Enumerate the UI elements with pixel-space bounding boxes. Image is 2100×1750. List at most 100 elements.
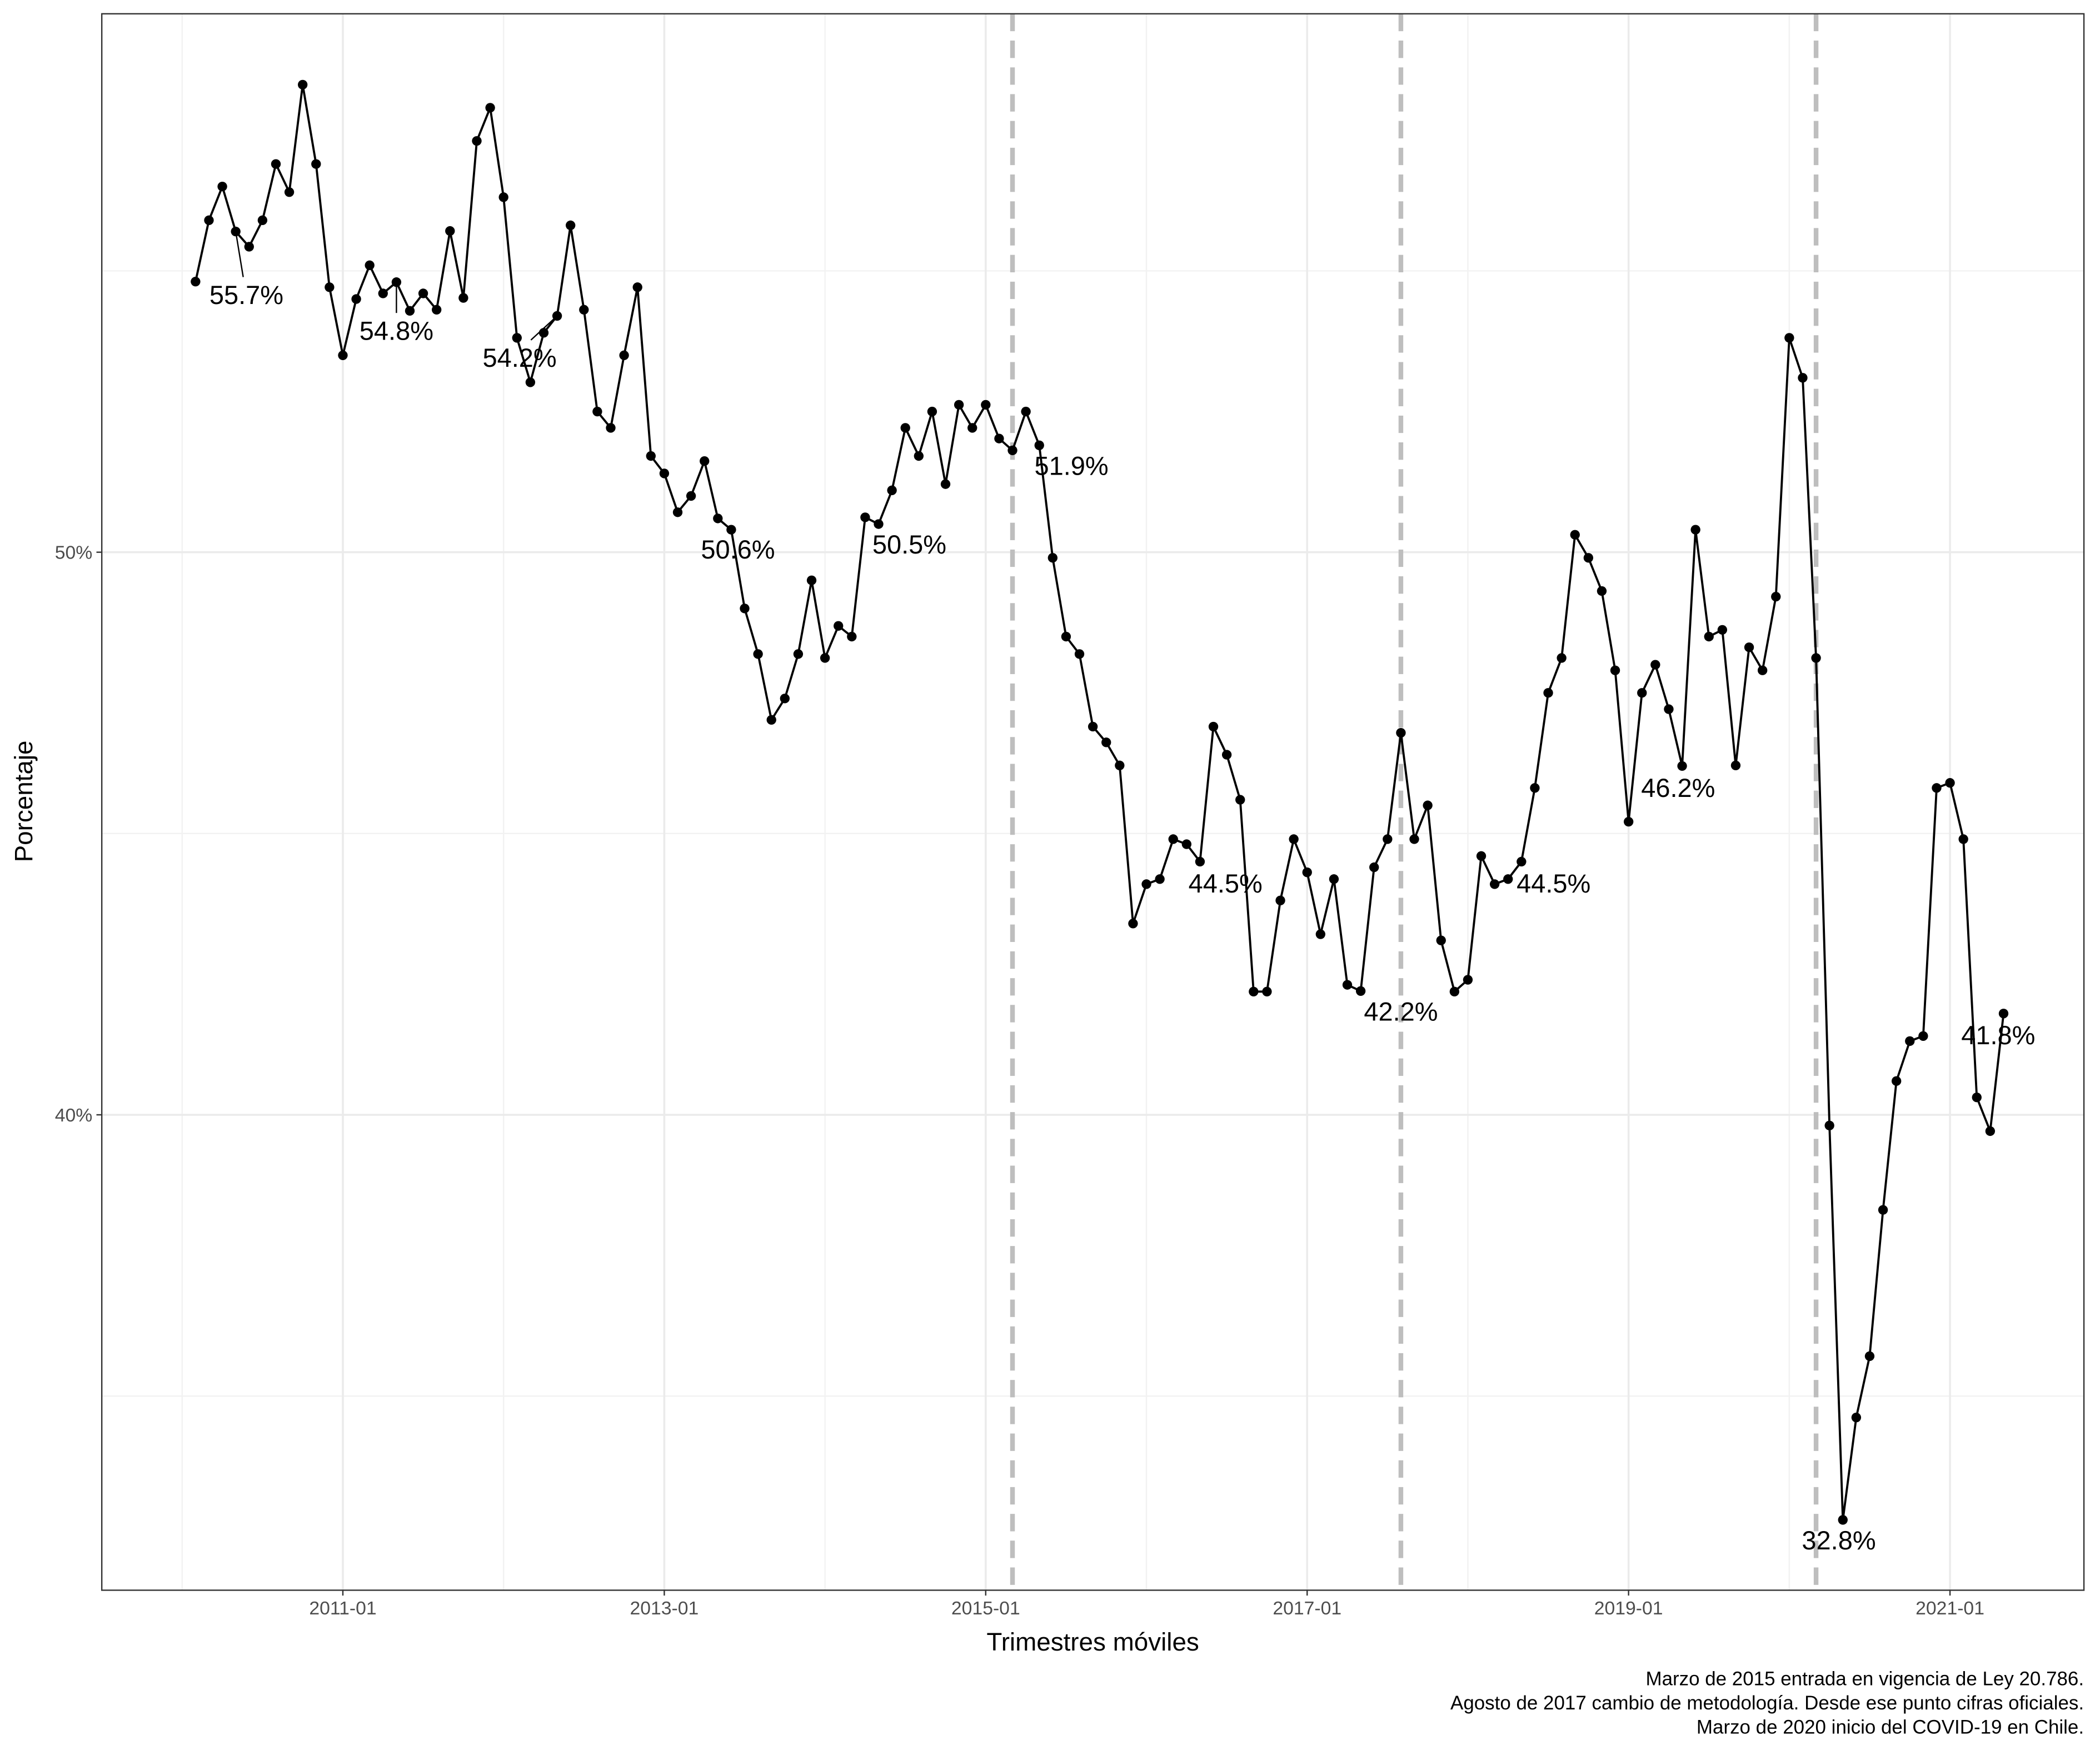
point: [1235, 795, 1245, 805]
point: [1998, 1009, 2009, 1019]
point: [1905, 1036, 1915, 1046]
point: [538, 328, 549, 338]
point: [338, 350, 348, 361]
point: [1355, 986, 1366, 996]
point: [1583, 553, 1594, 563]
point: [432, 305, 442, 315]
point: [914, 451, 924, 461]
point: [1449, 986, 1460, 996]
point: [860, 512, 870, 522]
point: [700, 456, 710, 466]
point: [1168, 834, 1178, 844]
point: [1476, 851, 1487, 861]
point: [1315, 929, 1326, 939]
point: [579, 305, 589, 315]
point: [191, 277, 201, 287]
x-tick-label: 2011-01: [309, 1598, 376, 1619]
data-label: 55.7%: [209, 280, 283, 310]
point: [485, 103, 495, 113]
point: [780, 694, 790, 704]
point: [1798, 373, 1808, 383]
data-label: 46.2%: [1641, 773, 1715, 802]
point: [365, 260, 375, 271]
caption: Agosto de 2017 cambio de metodología. De…: [1450, 1692, 2084, 1714]
point: [1824, 1120, 1834, 1130]
point: [1074, 649, 1085, 659]
caption: Marzo de 2020 inicio del COVID-19 en Chi…: [1697, 1716, 2084, 1738]
point: [1369, 862, 1379, 872]
point: [967, 423, 977, 433]
point: [1972, 1092, 1982, 1103]
point: [311, 159, 321, 169]
point: [1101, 737, 1111, 747]
point: [325, 282, 335, 292]
point: [726, 525, 736, 535]
point: [566, 220, 576, 231]
point: [458, 293, 468, 303]
point: [793, 649, 804, 659]
x-tick-label: 2019-01: [1594, 1598, 1663, 1619]
point: [1597, 586, 1607, 596]
point: [1530, 783, 1540, 793]
point: [1623, 816, 1634, 827]
point: [391, 277, 402, 287]
point: [954, 400, 964, 410]
point: [1329, 874, 1339, 884]
data-label: 42.2%: [1364, 996, 1438, 1026]
point: [686, 491, 696, 501]
point: [1918, 1031, 1928, 1041]
leader-line: [235, 231, 244, 277]
point: [1047, 553, 1058, 563]
x-tick-label: 2013-01: [630, 1598, 699, 1619]
point: [298, 79, 308, 90]
point: [766, 715, 776, 725]
point: [1141, 879, 1151, 889]
point: [1730, 760, 1741, 771]
x-tick-label: 2017-01: [1273, 1598, 1341, 1619]
point: [1302, 867, 1312, 878]
point: [1249, 986, 1259, 996]
point: [1811, 653, 1821, 663]
point: [1932, 783, 1942, 793]
point: [592, 406, 602, 417]
point: [1570, 530, 1580, 540]
point: [1784, 333, 1794, 343]
point: [713, 513, 723, 523]
point: [847, 631, 857, 642]
point: [646, 451, 656, 461]
point: [820, 653, 830, 663]
point: [525, 377, 536, 387]
y-tick-label: 40%: [55, 1105, 93, 1126]
point: [900, 423, 910, 433]
line: [194, 84, 2005, 1520]
point: [806, 575, 817, 585]
point: [1436, 935, 1446, 945]
point: [257, 215, 268, 226]
point: [1289, 834, 1299, 844]
point: [927, 406, 937, 417]
point: [1664, 704, 1674, 714]
point: [1650, 660, 1660, 670]
point: [994, 433, 1004, 443]
point: [834, 621, 844, 631]
point: [1958, 834, 1968, 844]
data-label: 41.8%: [1961, 1020, 2035, 1050]
point: [1985, 1126, 1996, 1136]
point: [1610, 665, 1620, 675]
point: [887, 485, 897, 495]
leader-line: [530, 315, 558, 341]
point: [512, 333, 522, 343]
point: [1409, 834, 1419, 844]
point: [1208, 721, 1219, 732]
y-tick-label: 50%: [55, 542, 93, 564]
point: [874, 519, 884, 529]
point: [1463, 975, 1473, 985]
data-label: 50.5%: [872, 530, 946, 559]
point: [1195, 856, 1205, 867]
point: [1181, 839, 1192, 849]
point: [498, 192, 508, 202]
point: [217, 181, 227, 192]
data-label: 32.8%: [1802, 1525, 1875, 1555]
point: [1115, 760, 1125, 771]
